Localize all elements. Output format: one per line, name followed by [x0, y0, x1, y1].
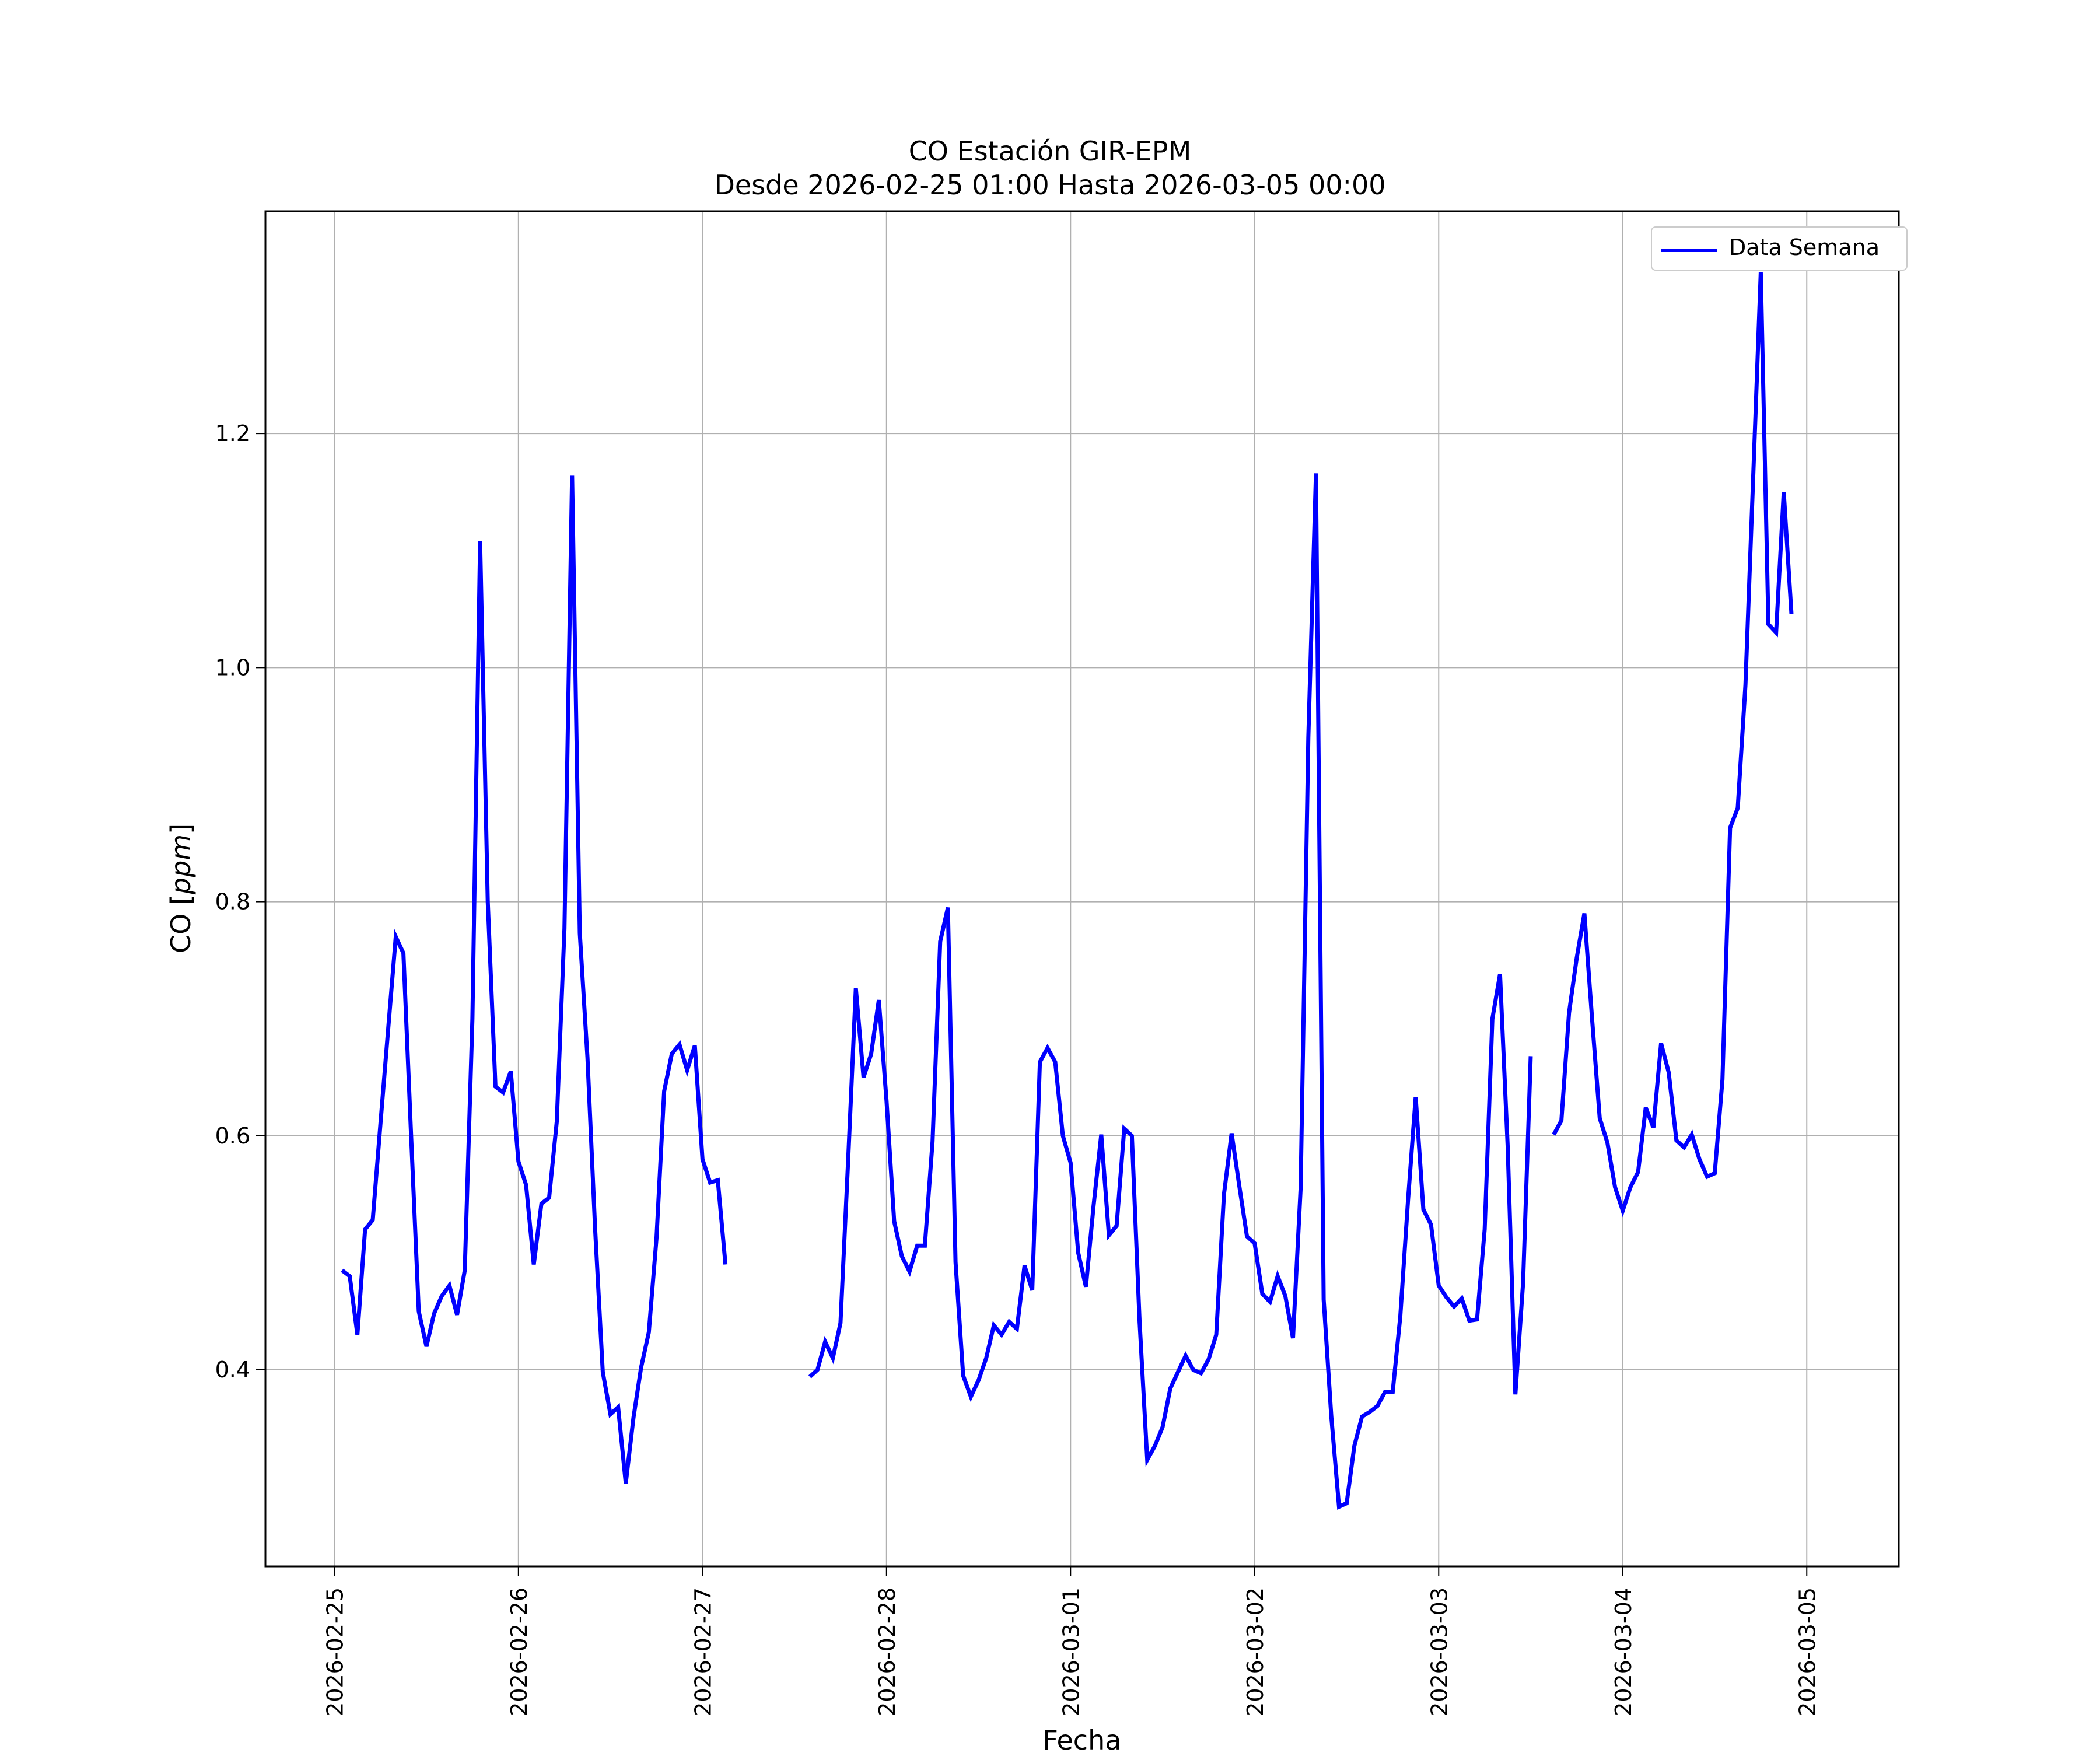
y-axis-label: CO [ppm] [165, 824, 197, 953]
y-tick-label: 0.8 [215, 889, 250, 915]
legend: Data Semana [1651, 226, 1908, 271]
y-axis-label-prefix: CO [ [165, 894, 197, 954]
chart-subtitle: Desde 2026-02-25 01:00 Hasta 2026-03-05 … [714, 169, 1386, 201]
legend-line-swatch [1661, 249, 1717, 252]
y-tick-label: 1.0 [215, 655, 250, 680]
y-tick-label: 0.4 [215, 1357, 250, 1383]
chart-title: CO Estación GIR-EPM [908, 135, 1192, 167]
x-tick-label: 2026-02-27 [690, 1587, 716, 1716]
legend-label: Data Semana [1729, 235, 1880, 260]
x-tick-label: 2026-03-02 [1242, 1587, 1268, 1716]
series-line-segment [1552, 272, 1794, 1218]
x-axis-label: Fecha [1042, 1724, 1122, 1756]
x-tick-label: 2026-03-05 [1794, 1587, 1820, 1716]
grid [265, 211, 1899, 1566]
x-tick-label: 2026-03-04 [1611, 1587, 1636, 1716]
y-axis-label-unit: ppm [165, 834, 197, 895]
x-tick-label: 2026-03-03 [1426, 1587, 1452, 1716]
y-axis: 0.4 0.6 0.8 1.0 1.2 [215, 421, 265, 1383]
x-tick-label: 2026-02-26 [506, 1587, 532, 1716]
y-axis-label-suffix: ] [165, 823, 197, 834]
y-tick-label: 1.2 [215, 421, 250, 446]
x-tick-label: 2026-02-25 [322, 1587, 348, 1716]
series-line-segment [341, 475, 728, 1484]
x-tick-label: 2026-03-01 [1058, 1587, 1084, 1716]
x-axis: 2026-02-25 2026-02-26 2026-02-27 2026-02-28… [322, 1566, 1820, 1716]
y-tick-label: 0.6 [215, 1123, 250, 1149]
x-tick-label: 2026-02-28 [874, 1587, 900, 1716]
series-line-segment [808, 473, 1533, 1510]
data-series [341, 272, 1794, 1510]
plot-frame [264, 210, 1900, 1568]
